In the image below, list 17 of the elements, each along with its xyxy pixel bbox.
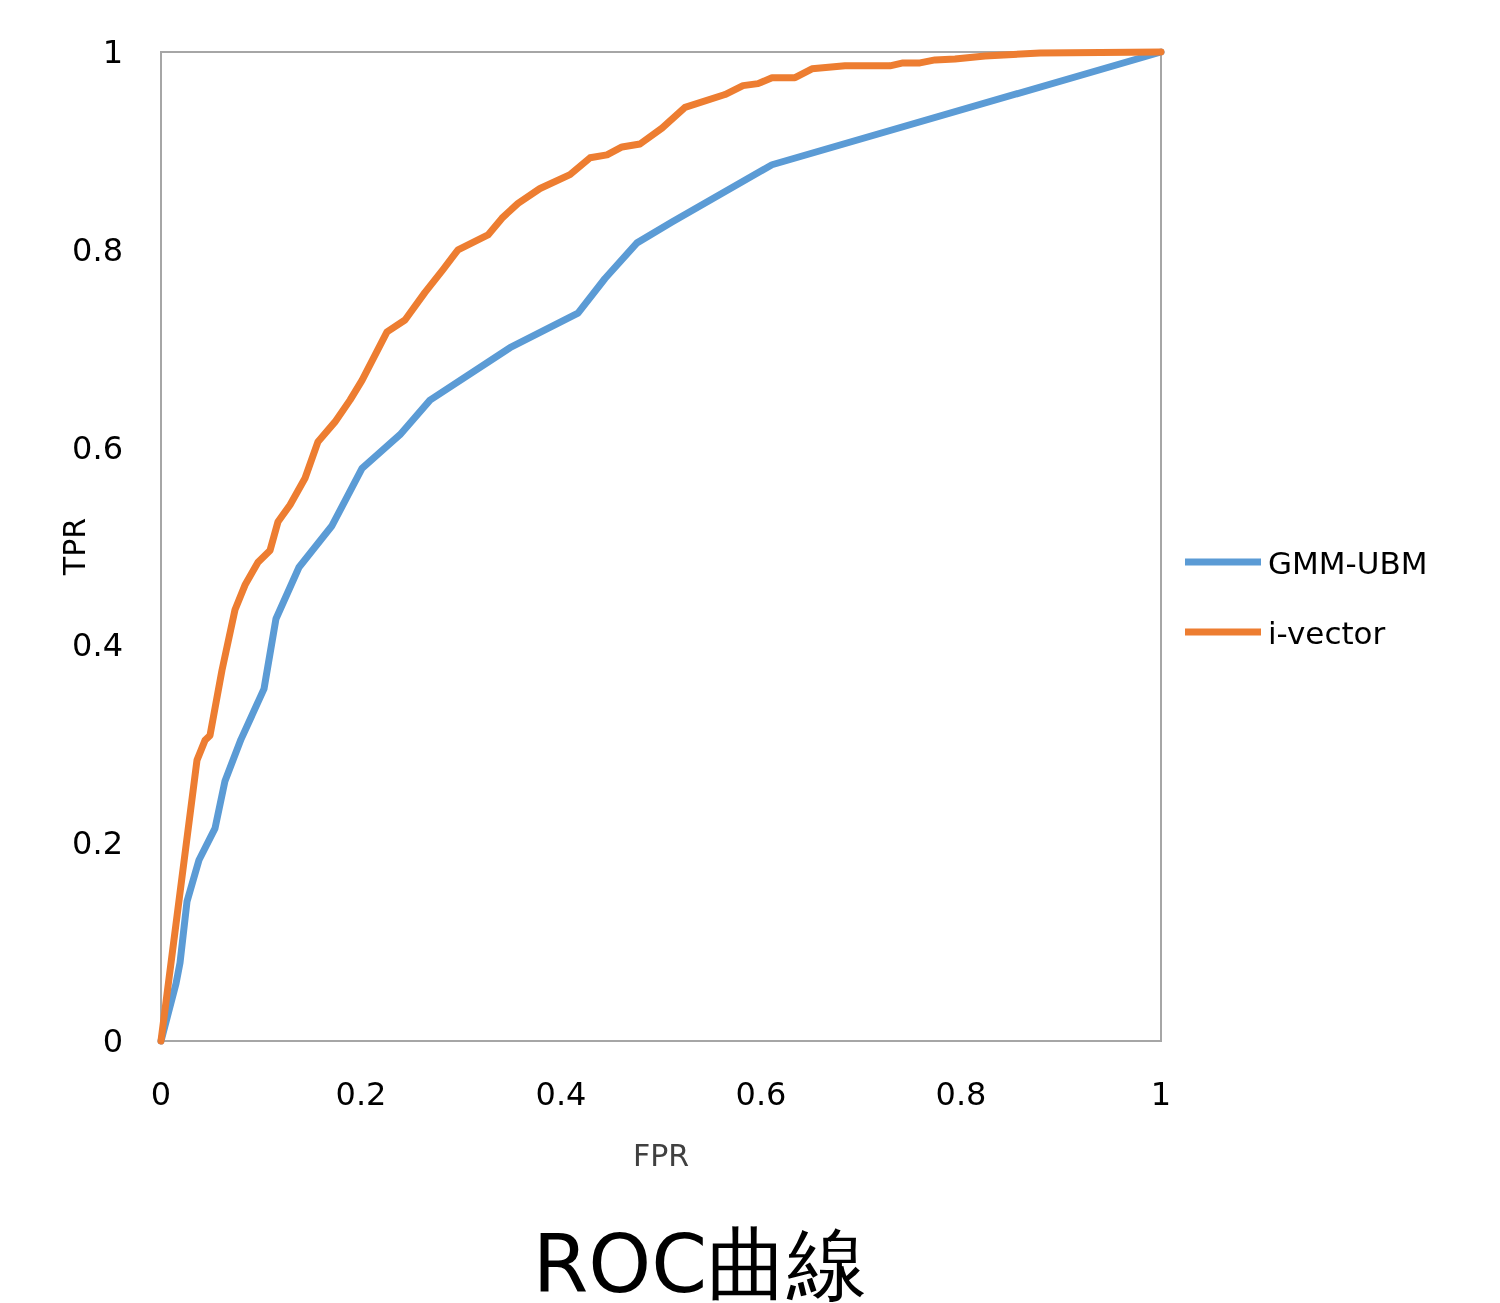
x-axis-title: FPR (632, 1138, 690, 1173)
x-tick-label: 0.6 (735, 1075, 787, 1113)
x-tick-label: 0 (150, 1075, 172, 1113)
legend-label: i-vector (1268, 615, 1386, 651)
legend-label: GMM-UBM (1268, 545, 1428, 581)
y-tick-label: 0.4 (72, 626, 123, 665)
x-tick-label: 1 (1150, 1075, 1172, 1113)
text: ROC曲線 (532, 1218, 868, 1303)
y-tick-label: 0.8 (72, 230, 123, 269)
y-tick-label: 0.2 (72, 824, 123, 863)
y-tick-label: 1 (102, 33, 123, 71)
x-tick-label: 0.8 (935, 1075, 987, 1113)
x-tick-label: 0.2 (335, 1075, 387, 1113)
y-tick-label: 0 (102, 1022, 123, 1060)
x-tick-label: 0.4 (535, 1075, 587, 1113)
y-axis-title: TPR (57, 517, 92, 577)
y-tick-label: 0.6 (72, 428, 123, 467)
